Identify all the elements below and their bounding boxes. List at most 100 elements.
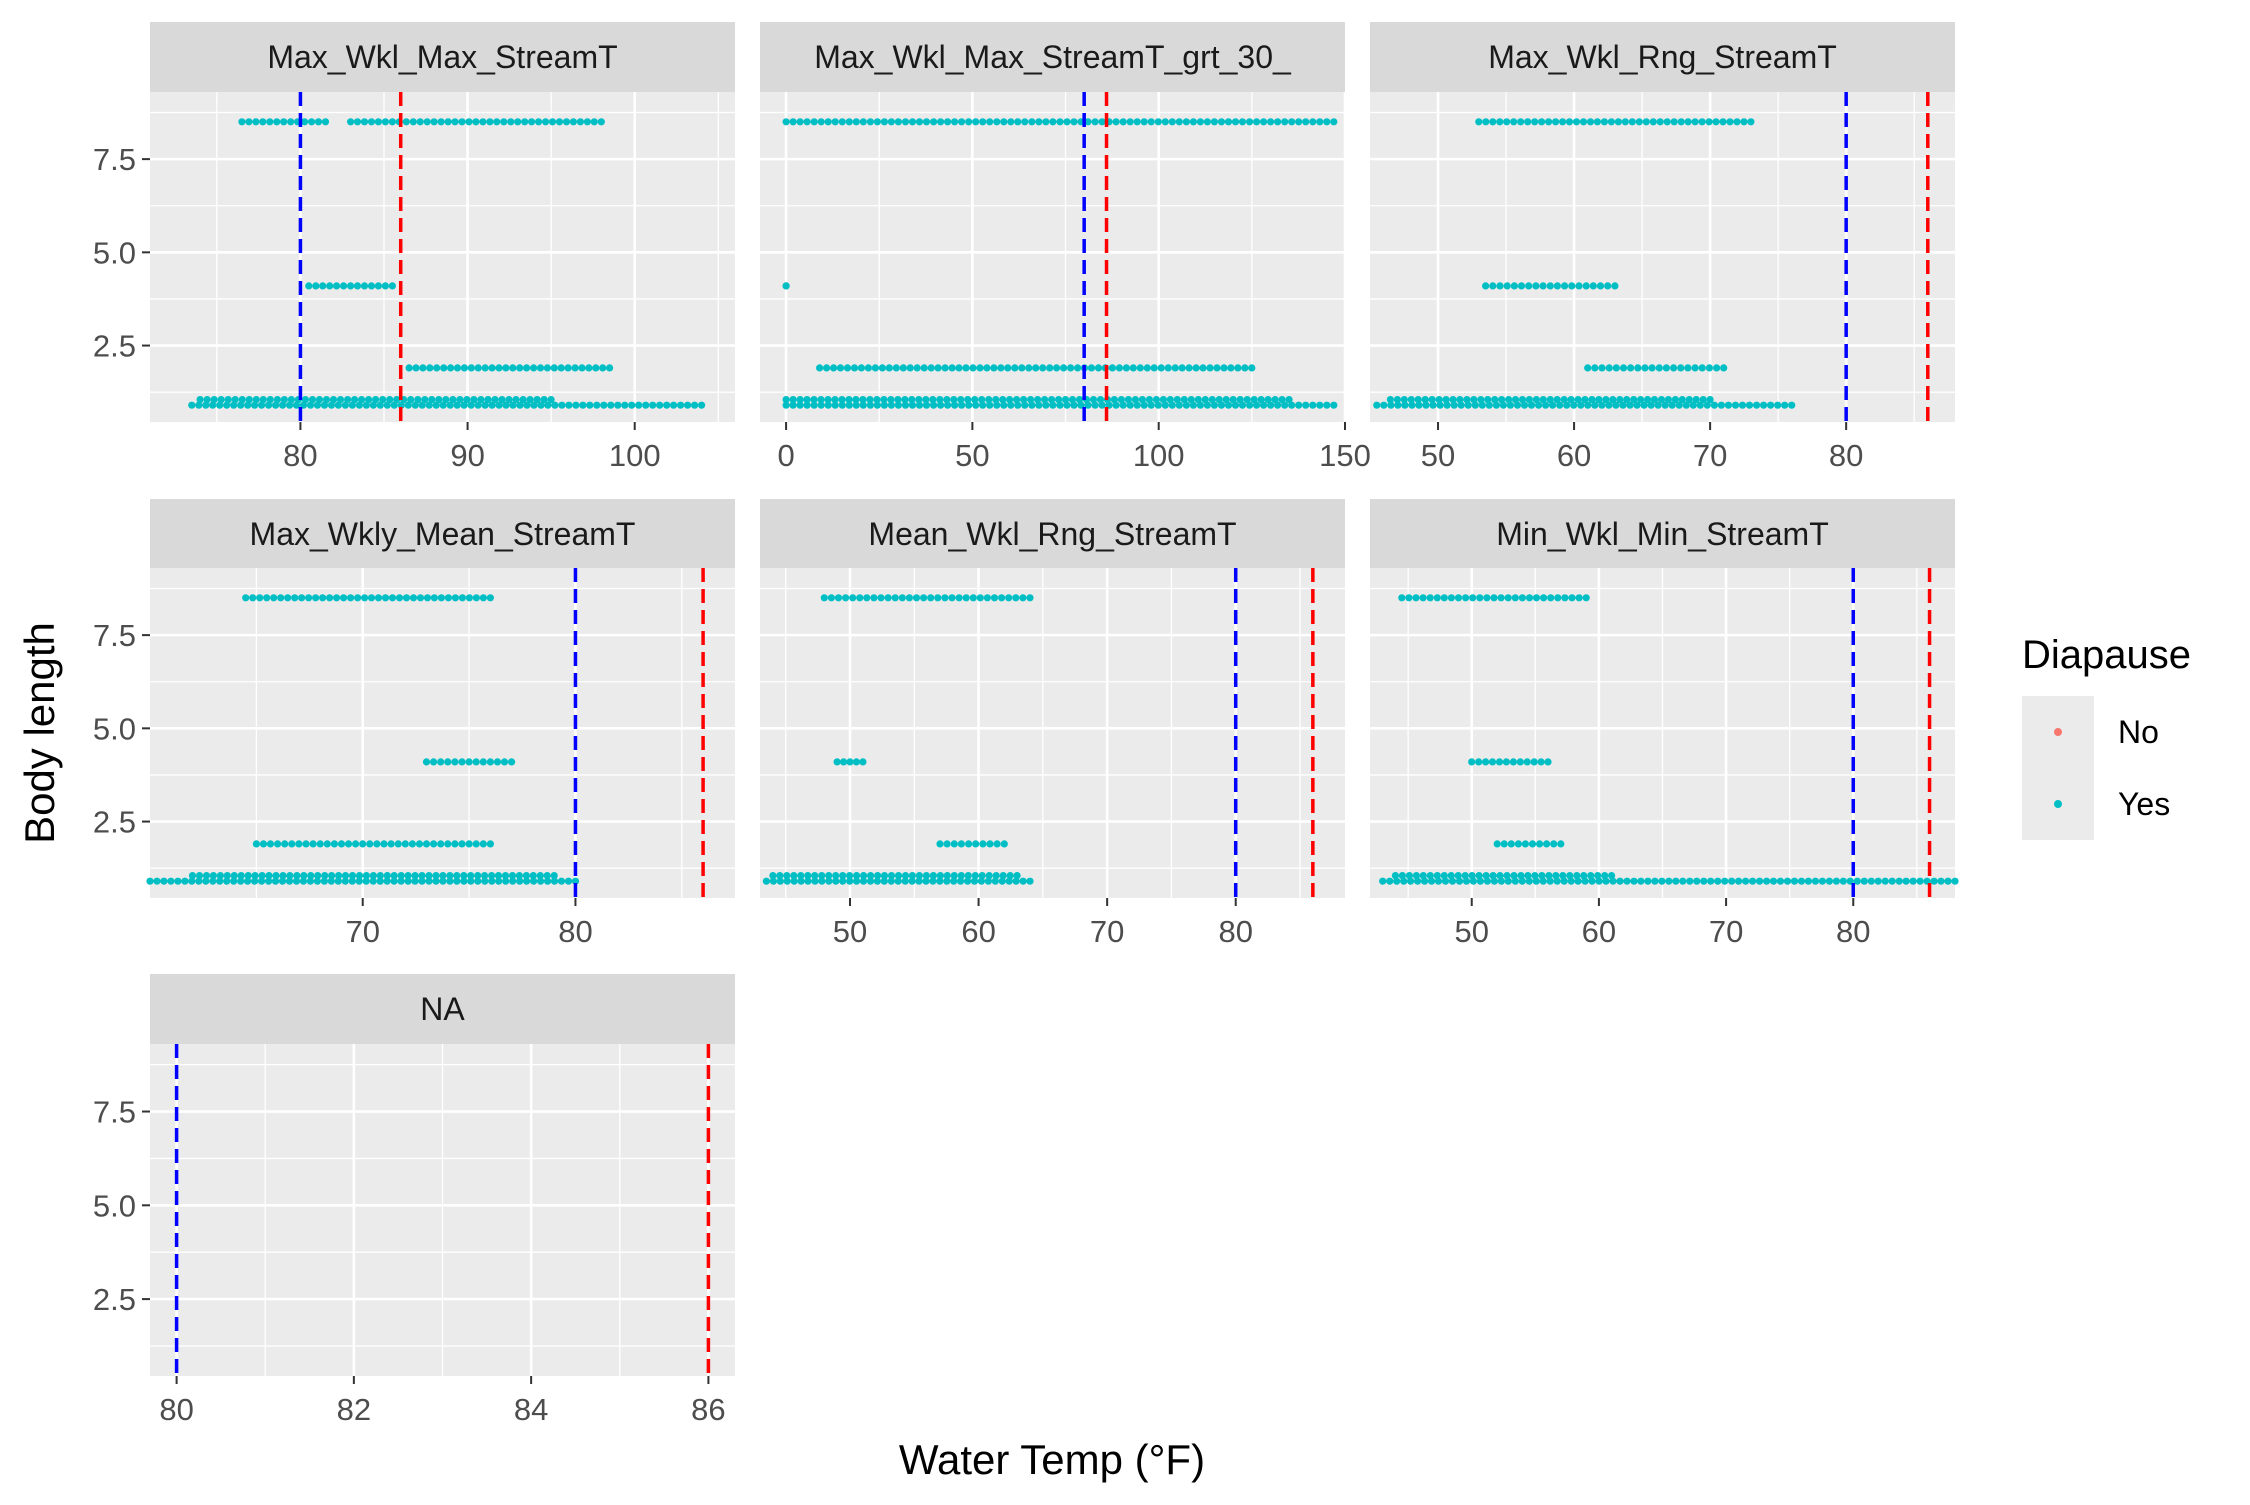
data-point <box>1540 594 1548 602</box>
data-point <box>1203 118 1211 126</box>
data-point <box>845 401 853 409</box>
data-point <box>565 401 573 409</box>
data-point <box>1475 758 1483 766</box>
data-point <box>458 840 466 848</box>
data-point <box>402 594 411 602</box>
data-point <box>509 401 517 409</box>
data-point <box>796 396 804 404</box>
data-point <box>985 872 993 880</box>
data-point <box>1535 401 1543 409</box>
data-point <box>533 396 541 404</box>
data-point <box>1756 877 1764 885</box>
data-point <box>1267 401 1275 409</box>
data-point <box>920 364 928 372</box>
data-point <box>467 877 475 885</box>
data-point <box>824 396 832 404</box>
data-point <box>1553 396 1561 404</box>
data-point <box>1489 282 1497 290</box>
data-point <box>1525 877 1533 885</box>
data-point <box>550 364 558 372</box>
data-point <box>502 401 510 409</box>
data-point <box>585 364 593 372</box>
data-point <box>1194 396 1202 404</box>
data-point <box>1616 877 1624 885</box>
data-point <box>1271 396 1279 404</box>
data-point <box>1604 282 1612 290</box>
data-point <box>1025 364 1033 372</box>
data-point <box>1663 118 1671 126</box>
data-point <box>1471 401 1479 409</box>
data-point <box>908 118 917 126</box>
data-point <box>1589 282 1597 290</box>
data-point <box>1691 118 1699 126</box>
data-point <box>846 758 854 766</box>
data-point <box>992 872 1000 880</box>
data-point <box>1449 396 1457 404</box>
data-point <box>1609 396 1617 404</box>
data-point <box>365 396 373 404</box>
panel-background <box>760 568 1345 898</box>
data-point <box>1154 118 1162 126</box>
data-point <box>555 118 564 126</box>
data-point <box>894 877 902 885</box>
data-point <box>472 118 480 126</box>
data-point <box>951 401 959 409</box>
data-point <box>1561 282 1569 290</box>
data-point <box>390 872 398 880</box>
data-point <box>824 401 832 409</box>
data-point <box>1547 594 1555 602</box>
data-point <box>1061 396 1070 404</box>
data-point <box>1055 396 1063 404</box>
data-point <box>451 758 459 766</box>
data-point <box>1461 872 1469 880</box>
data-point <box>1503 118 1511 126</box>
data-point <box>1470 396 1478 404</box>
data-point <box>383 877 391 885</box>
data-point <box>1774 401 1782 409</box>
data-point <box>1790 877 1799 885</box>
data-point <box>1119 118 1127 126</box>
data-point <box>1559 118 1567 126</box>
data-point <box>1168 401 1176 409</box>
data-point <box>326 282 334 290</box>
data-point <box>245 118 253 126</box>
data-point <box>348 872 357 880</box>
data-point <box>258 877 266 885</box>
data-point <box>340 594 348 602</box>
data-point <box>1719 118 1727 126</box>
data-point <box>415 840 424 848</box>
data-point <box>884 594 892 602</box>
data-point <box>1035 118 1043 126</box>
data-point <box>1503 282 1511 290</box>
data-point <box>797 877 805 885</box>
data-point <box>1662 364 1670 372</box>
data-point <box>976 594 984 602</box>
data-point <box>853 877 861 885</box>
data-point <box>1595 877 1603 885</box>
data-point <box>273 118 281 126</box>
data-point <box>1623 396 1631 404</box>
legend-key-point <box>2054 800 2062 808</box>
data-point <box>901 872 910 880</box>
data-point <box>474 401 482 409</box>
data-point <box>408 840 416 848</box>
data-point <box>493 118 501 126</box>
data-point <box>446 401 454 409</box>
data-point <box>1574 877 1582 885</box>
data-point <box>495 401 503 409</box>
data-point <box>1497 877 1505 885</box>
data-point <box>270 594 278 602</box>
data-point <box>927 594 935 602</box>
data-point <box>590 118 598 126</box>
data-point <box>597 118 605 126</box>
data-point <box>1735 877 1743 885</box>
data-point <box>825 872 833 880</box>
data-point <box>1435 396 1443 404</box>
data-point <box>1525 396 1533 404</box>
data-point <box>288 840 296 848</box>
x-tick-label: 100 <box>1133 438 1185 473</box>
data-point <box>1532 396 1540 404</box>
data-point <box>1175 401 1183 409</box>
data-point <box>1853 877 1861 885</box>
data-point <box>1584 401 1592 409</box>
